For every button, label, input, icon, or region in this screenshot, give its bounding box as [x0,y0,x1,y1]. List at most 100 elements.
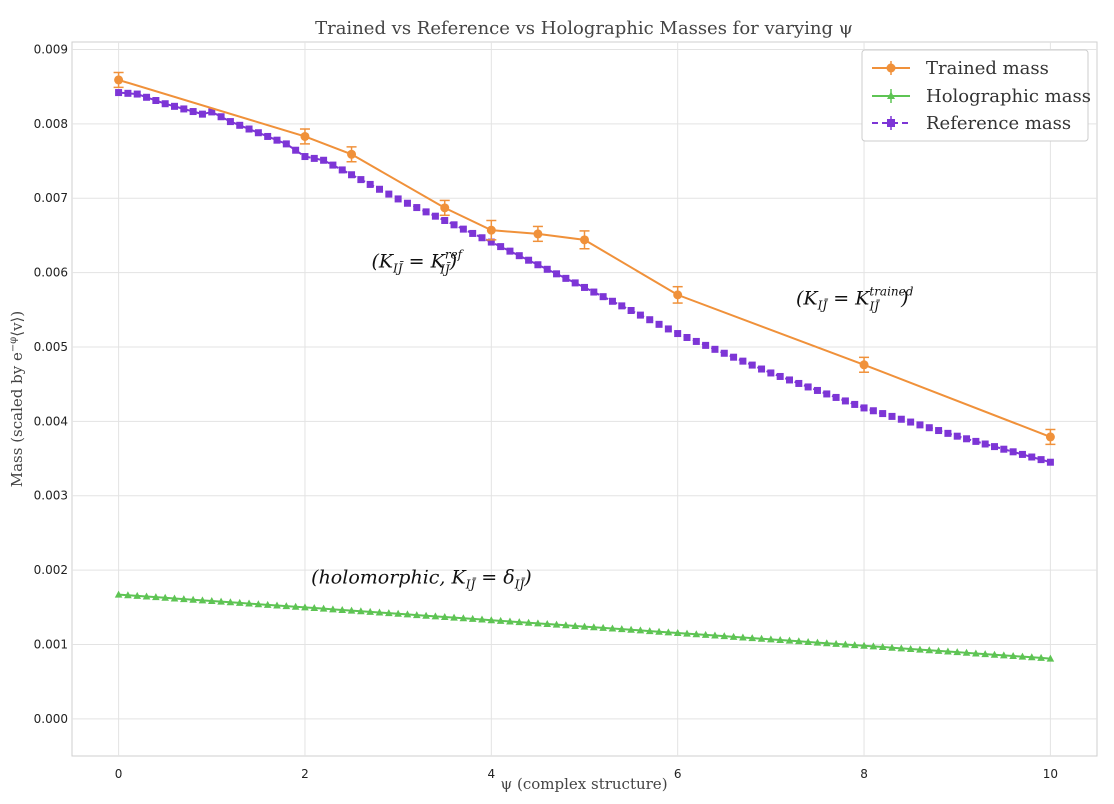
data-point-reference [832,393,840,401]
data-point-holographic [869,642,878,650]
data-point-reference [562,274,570,282]
data-point-holographic [189,595,197,603]
data-point-reference [478,234,486,242]
data-point-holographic [739,633,747,641]
data-point-holographic [925,646,934,654]
data-point-reference [385,190,393,198]
data-point-holographic [1009,652,1017,660]
data-point-holographic [124,591,132,599]
data-point-reference [198,110,206,118]
data-point-reference [953,432,961,440]
data-point-reference [431,212,439,220]
data-point-reference [916,421,924,429]
data-point-holographic [1027,653,1036,661]
data-point-reference [320,156,328,164]
data-point-reference [1028,453,1036,461]
data-point-reference [459,225,467,233]
data-point-reference [590,288,598,296]
data-point-holographic [319,604,328,612]
data-point-holographic [832,639,840,647]
data-point-holographic [282,602,291,610]
data-point-reference [776,372,784,380]
data-point-holographic [301,603,309,611]
data-point-trained [486,225,496,235]
data-point-reference [888,412,896,420]
data-point-reference [897,415,905,423]
data-point-holographic [888,643,896,651]
data-point-reference [376,185,383,193]
y-tick-label: 0.004 [34,414,68,428]
data-point-holographic [235,598,244,606]
y-tick-label: 0.009 [34,42,68,56]
data-point-holographic [338,605,347,613]
data-point-holographic [412,611,421,619]
data-point-holographic [776,636,784,644]
data-point-holographic [590,623,598,631]
data-point-reference [441,217,449,224]
data-point-holographic [450,613,458,621]
data-point-holographic [701,630,710,638]
data-point-holographic [692,630,701,638]
data-point-reference [972,437,980,445]
data-point-holographic [673,628,682,636]
data-point-reference [525,256,533,264]
data-point-reference [739,357,747,365]
data-point-reference [301,153,309,161]
data-point-reference [161,100,169,108]
data-point-holographic [720,632,729,640]
data-point-reference [702,341,710,349]
annotations: (KIJ̄ = Kref IJ̄) (KIJ̄ = Ktrained IJ̄) (h… [311,247,914,591]
data-point-reference [329,161,337,169]
data-point-holographic [664,628,673,636]
y-axis-ticks: 0.000 0.001 0.002 0.003 0.004 0.005 0.006 0.007… [34,42,68,725]
y-tick-label: 0.006 [34,266,68,280]
data-point-reference [692,337,700,345]
x-tick-label: 4 [487,767,495,781]
data-point-reference [963,435,971,443]
data-point-holographic [403,610,412,618]
data-point-holographic [841,640,850,648]
x-tick-label: 6 [674,767,682,781]
data-point-reference [487,238,495,246]
y-tick-label: 0.003 [34,489,68,503]
y-tick-label: 0.002 [34,563,68,577]
data-point-reference [869,407,877,415]
annotation-holomorphic: (holomorphic, KIJ̄ = δIJ̄) [311,566,532,591]
data-point-holographic [385,609,393,617]
series-holographic [114,590,1055,662]
data-point-reference [245,125,253,133]
data-point-holographic [142,592,151,600]
data-point-reference [879,410,887,418]
data-point-reference [310,154,318,162]
data-point-trained [347,149,357,159]
data-point-holographic [860,641,868,649]
data-point-holographic [478,615,486,623]
data-point-holographic [636,626,645,634]
data-point-holographic [767,635,775,643]
data-point-holographic [962,648,971,656]
data-point-holographic [972,649,980,657]
plot-area [71,41,1098,757]
data-point-reference [403,199,411,207]
data-point-reference [534,261,542,269]
data-point-reference [786,376,793,384]
data-point-reference [1037,456,1045,464]
data-point-reference [618,302,626,310]
data-point-holographic [366,607,374,615]
data-point-holographic [487,616,496,624]
x-axis-ticks: 0 2 4 6 8 10 [115,767,1058,781]
data-point-trained [673,290,683,300]
data-point-reference [273,136,281,144]
data-point-holographic [180,595,188,603]
data-point-reference [860,404,868,412]
data-point-reference [180,105,188,113]
data-point-reference [394,195,402,203]
data-point-holographic [375,608,384,616]
data-point-holographic [813,638,822,646]
data-point-reference [226,118,234,126]
data-point-reference [366,180,374,188]
data-point-holographic [207,597,216,605]
x-tick-label: 0 [115,767,123,781]
data-point-reference [674,330,682,338]
data-point-holographic [263,600,272,608]
